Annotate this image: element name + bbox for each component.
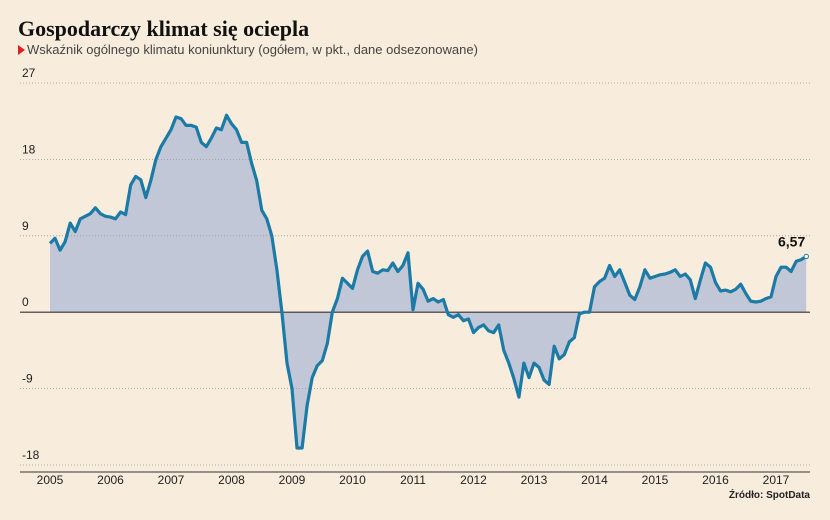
- x-tick-label: 2009: [279, 473, 306, 487]
- y-tick-label: -18: [22, 448, 40, 462]
- x-tick-label: 2011: [400, 473, 426, 487]
- x-tick-label: 2008: [218, 473, 245, 487]
- end-point: [803, 253, 809, 260]
- source: Źródło: SpotData: [729, 488, 811, 501]
- chart-title: Gospodarczy klimat się ociepla: [18, 16, 309, 41]
- x-tick-label: 2010: [339, 473, 366, 487]
- x-tick-label: 2016: [702, 473, 729, 487]
- x-tick-label: 2007: [158, 473, 185, 487]
- y-tick-label: 18: [22, 142, 36, 156]
- area-fill: [50, 115, 807, 449]
- y-tick-label: 9: [22, 219, 29, 233]
- x-tick-label: 2012: [460, 473, 487, 487]
- x-tick-label: 2013: [521, 473, 548, 487]
- subtitle-marker: [18, 45, 25, 55]
- x-tick-label: 2015: [642, 473, 669, 487]
- y-tick-label: -9: [22, 372, 33, 386]
- line: [48, 113, 808, 450]
- x-tick-label: 2017: [763, 473, 790, 487]
- x-tick-label: 2006: [97, 473, 124, 487]
- value-label: 6,57: [778, 233, 805, 249]
- x-tick-label: 2014: [581, 473, 608, 487]
- y-tick-label: 0: [22, 295, 29, 309]
- x-tick-label: 2005: [37, 473, 64, 487]
- y-tick-label: 27: [22, 66, 36, 80]
- chart-subtitle: Wskaźnik ogólnego klimatu koniunktury (o…: [27, 42, 478, 57]
